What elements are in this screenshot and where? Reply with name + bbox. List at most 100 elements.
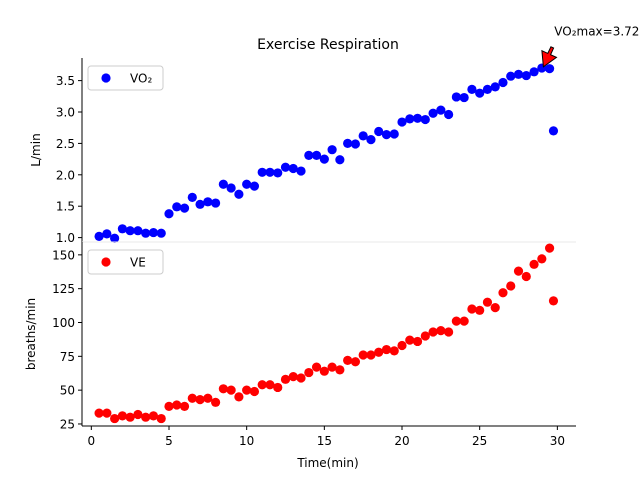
data-point [389, 129, 399, 139]
ve-legend-box [87, 249, 164, 275]
data-point [389, 346, 399, 356]
data-point [412, 336, 423, 347]
vo2-legend-marker [101, 73, 111, 83]
data-point [273, 168, 283, 178]
data-point [203, 197, 213, 207]
data-point [249, 181, 260, 191]
vo2-axes: 1.0 1.5 2.0 2.5 3.0 3.5 [56, 58, 576, 245]
data-point [548, 126, 559, 136]
data-point [249, 386, 260, 397]
data-point [148, 411, 159, 421]
data-point [257, 380, 267, 390]
vo2max-arrow [541, 46, 558, 68]
data-point [156, 413, 166, 424]
data-point [374, 126, 384, 137]
y-tick-label: 2.0 [56, 168, 75, 182]
data-point [304, 150, 314, 160]
data-point [218, 179, 228, 189]
ve-axes: 25 50 75 100 125 150 [52, 242, 576, 431]
data-point [257, 167, 267, 177]
data-point [141, 412, 151, 422]
data-point [280, 162, 291, 172]
data-point [125, 226, 135, 236]
vo2-legend-label: VO₂ [130, 72, 152, 86]
data-point [490, 303, 500, 313]
data-point [288, 372, 298, 382]
vo2max-annotation: VO₂max=3.72 [541, 24, 639, 68]
data-point [412, 113, 423, 123]
data-point [482, 297, 493, 307]
data-point [234, 392, 244, 402]
data-point [405, 114, 415, 124]
data-point [148, 227, 159, 238]
data-point [444, 109, 454, 120]
data-point [172, 400, 182, 410]
ve-legend: VE [87, 249, 164, 275]
y-tick-label: 1.0 [56, 231, 75, 245]
y-tick-label: 50 [60, 384, 75, 398]
data-point [374, 347, 384, 357]
data-point [94, 231, 104, 241]
data-point [179, 203, 190, 213]
data-point [482, 84, 493, 94]
data-point [141, 228, 151, 238]
data-point [513, 69, 524, 79]
y-tick-label: 1.5 [56, 200, 75, 214]
data-point [381, 130, 392, 140]
data-point [436, 105, 446, 115]
y-tick-label: 25 [60, 417, 75, 431]
data-point [521, 271, 531, 282]
chart-title: Exercise Respiration [257, 37, 399, 53]
ve-legend-marker [101, 257, 111, 267]
data-point [498, 77, 508, 88]
data-point [296, 166, 306, 176]
data-point [164, 401, 174, 411]
data-point [117, 411, 127, 421]
data-point [521, 70, 531, 81]
data-point [311, 150, 322, 160]
data-point [335, 365, 345, 375]
data-point [506, 71, 516, 81]
data-point [405, 335, 415, 345]
data-point [366, 135, 376, 145]
data-point [226, 385, 236, 395]
data-point [311, 362, 322, 372]
data-point [133, 226, 143, 236]
data-point [358, 131, 368, 141]
data-point [187, 192, 197, 203]
x-tick-label: 25 [472, 434, 487, 448]
data-point [397, 340, 407, 351]
vo2-markers [94, 63, 559, 243]
data-point [366, 350, 376, 360]
vo2-legend-box [87, 65, 164, 91]
data-point [350, 357, 361, 367]
data-point [110, 233, 120, 243]
vo2-legend: VO₂ [87, 65, 164, 91]
data-point [211, 397, 221, 407]
data-point [397, 117, 407, 127]
data-point [544, 64, 555, 74]
ve-y-axis-label: breaths/min [24, 298, 38, 370]
data-point [327, 145, 337, 155]
vo2max-annotation-label: VO₂max=3.72 [554, 24, 639, 38]
y-tick-label: 2.5 [56, 137, 75, 151]
x-tick-label: 15 [317, 434, 332, 448]
x-tick-label: 0 [88, 434, 96, 448]
data-point [335, 155, 345, 165]
ve-panel: 25 50 75 100 125 150 breaths/min VE [24, 242, 576, 431]
data-point [242, 385, 252, 395]
ve-legend-label: VE [130, 256, 146, 270]
data-point [475, 305, 485, 315]
data-point [475, 88, 485, 98]
vo2-y-axis-label: L/min [29, 133, 43, 166]
data-point [280, 374, 291, 384]
x-tick-label: 10 [239, 434, 254, 448]
data-point [156, 228, 166, 238]
y-tick-label: 150 [52, 248, 75, 262]
data-point [537, 254, 547, 264]
data-point [529, 67, 539, 77]
data-point [110, 413, 120, 424]
data-point [242, 179, 252, 189]
x-axis-label: Time(min) [296, 456, 358, 470]
